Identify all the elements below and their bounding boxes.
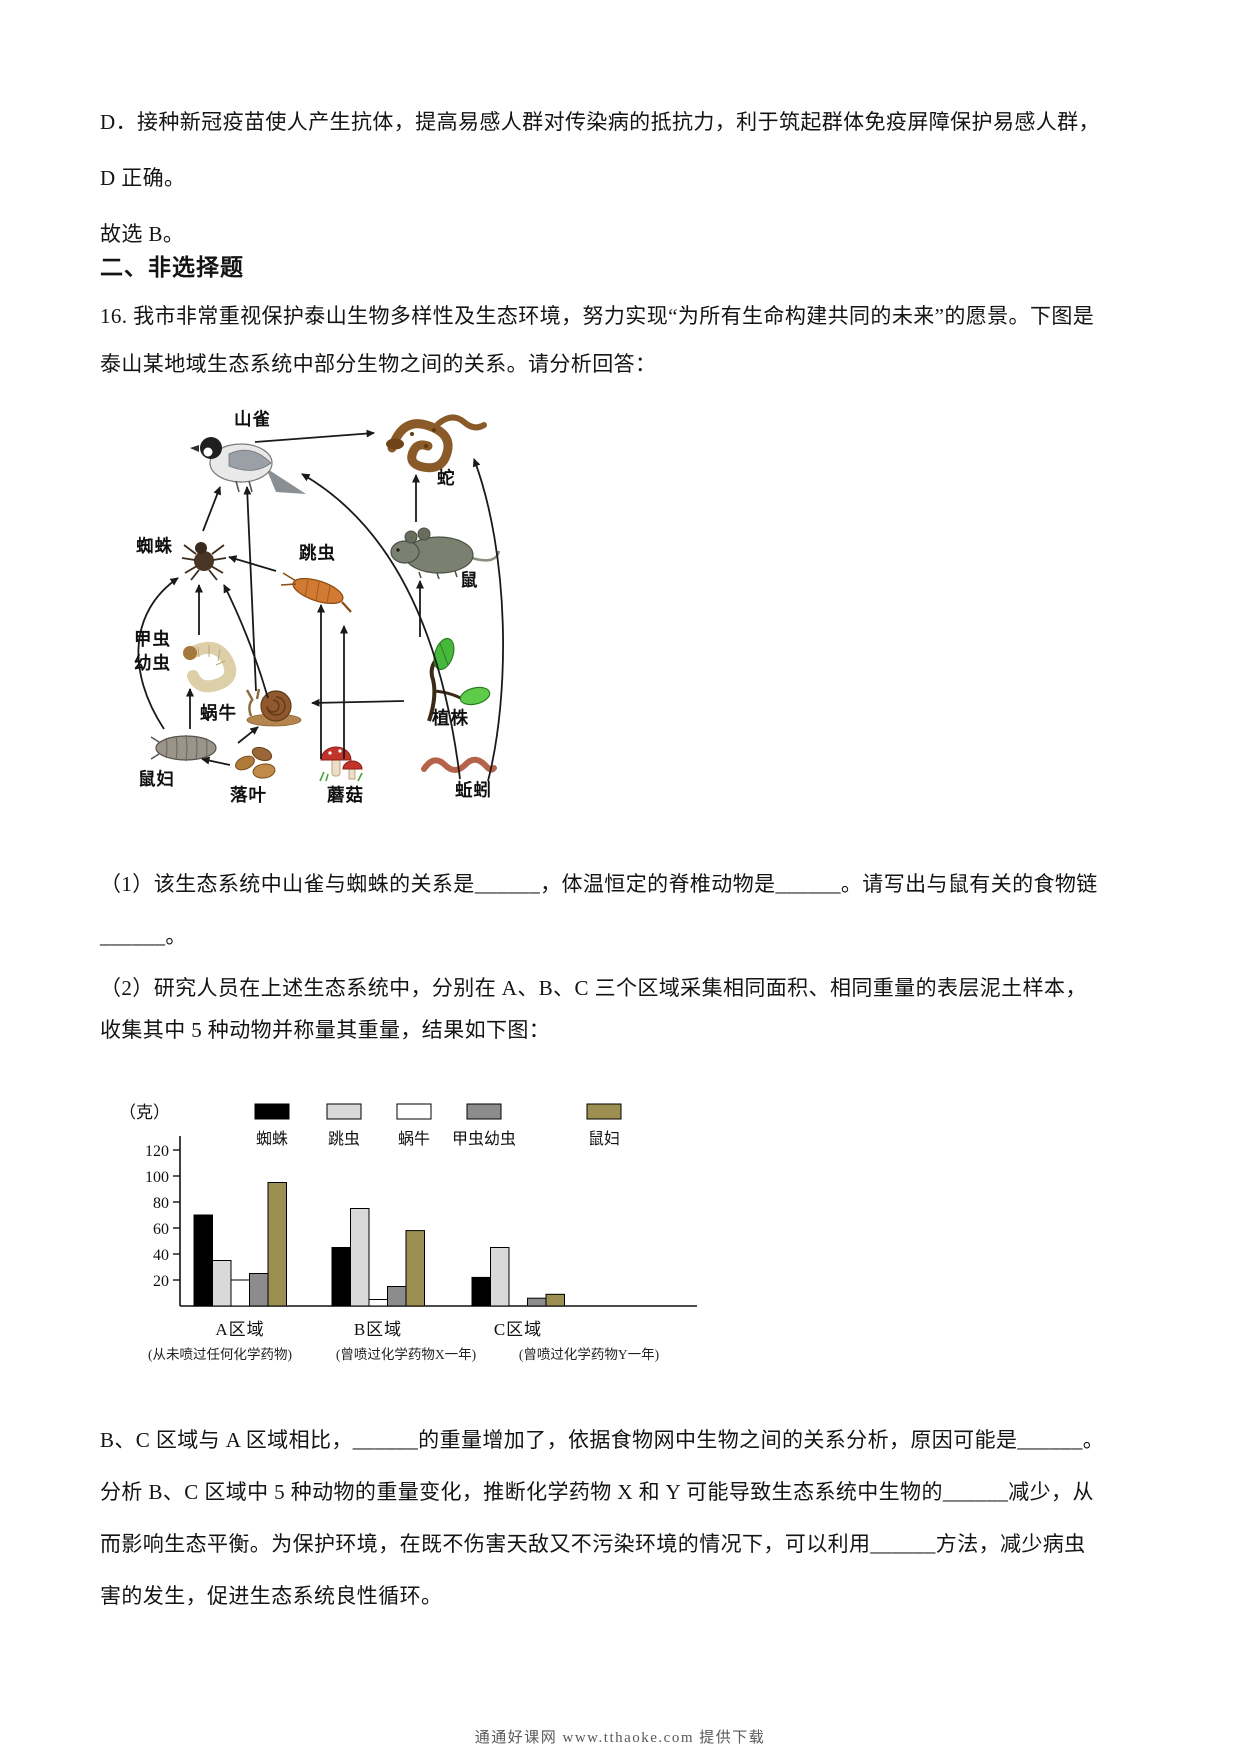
arrow-spider-to-bird: [202, 486, 222, 532]
question-1-line-1: （1）该生态系统中山雀与蜘蛛的关系是______，体温恒定的脊椎动物是_____…: [100, 872, 1098, 896]
fallen-leaves-illustration: [235, 746, 276, 779]
arrow-plant-to-snail: [311, 698, 405, 707]
bar: [387, 1286, 407, 1307]
foodweb-label-beetle-larva-1: 甲虫: [134, 629, 171, 649]
x-category-caption: (曾喷过化学药物Y一年): [519, 1347, 659, 1362]
question-2-line-6: 害的发生，促进生态系统良性循环。: [100, 1584, 443, 1608]
mushroom-illustration: [319, 746, 363, 782]
arrow-snail-to-spider: [223, 584, 269, 699]
foodweb-label-plant: 植株: [431, 708, 469, 728]
arrow-snail-to-bird: [243, 486, 257, 692]
foodweb-label-snake: 蛇: [437, 468, 456, 488]
legend-swatch: [326, 1103, 362, 1120]
foodweb-arrows: [137, 429, 504, 782]
analysis-line-option-d: D．接种新冠疫苗使人产生抗体，提高易感人群对传染病的抵抗力，利于筑起群体免疫屏障…: [100, 110, 1100, 134]
y-tick-label: 60: [153, 1221, 169, 1238]
pillbug-illustration: [150, 734, 217, 762]
analysis-line-d-correct: D 正确。: [100, 166, 186, 190]
y-tick-label: 20: [153, 1273, 169, 1290]
bar: [545, 1293, 565, 1307]
question-2-line-1: （2）研究人员在上述生态系统中，分别在 A、B、C 三个区域采集相同面积、相同重…: [100, 976, 1087, 1000]
legend-swatch: [586, 1103, 622, 1120]
analysis-line-answer: 故选 B。: [100, 222, 185, 246]
bar: [471, 1276, 491, 1307]
question-2-line-5: 而影响生态平衡。为保护环境，在既不伤害天敌又不污染环境的情况下，可以利用____…: [100, 1532, 1086, 1556]
bar: [350, 1208, 370, 1307]
foodweb-label-pillbug: 鼠妇: [138, 769, 175, 789]
bar: [249, 1273, 269, 1307]
question-2-line-4: 分析 B、C 区域中 5 种动物的重量变化，推断化学药物 X 和 Y 可能导致生…: [100, 1480, 1094, 1504]
foodweb-label-rat: 鼠: [460, 570, 479, 590]
bar: [212, 1260, 232, 1307]
question-2-line-3: B、C 区域与 A 区域相比，______的重量增加了，依据食物网中生物之间的关…: [100, 1428, 1105, 1452]
bar: [331, 1247, 351, 1307]
bar: [267, 1182, 287, 1307]
x-category-caption: (从未喷过任何化学药物): [148, 1347, 292, 1362]
x-category-caption: (曾喷过化学药物X一年): [336, 1347, 476, 1362]
y-tick-label: 80: [153, 1195, 169, 1212]
plant-illustration: [427, 637, 491, 722]
legend-label: 鼠妇: [588, 1130, 620, 1148]
question-16-intro-line-1: 16. 我市非常重视保护泰山生物多样性及生态环境，努力实现“为所有生命构建共同的…: [100, 304, 1095, 328]
y-tick-label: 100: [145, 1169, 169, 1186]
bar: [405, 1230, 425, 1307]
legend-label: 蜗牛: [398, 1130, 430, 1148]
snake-illustration: [386, 414, 487, 473]
arrow-bird-to-snake: [254, 429, 375, 443]
arrow-earthworm-to-bird: [301, 473, 461, 780]
springtail-illustration: [280, 572, 352, 613]
foodweb-label-earthworm: 蚯蚓: [455, 780, 492, 800]
bar-chart-svg: （克） 20 40 60 80 100 120 蜘蛛 跳虫 蜗牛 甲虫幼虫 鼠妇 A区域 (从未喷过任何化…: [119, 1103, 697, 1362]
arrow-springtail-to-spider: [228, 555, 277, 572]
bar: [490, 1247, 510, 1307]
y-tick-label: 120: [145, 1143, 169, 1160]
beetle-larva-illustration: [183, 641, 237, 693]
foodweb-label-mushroom: 蘑菇: [327, 785, 364, 805]
legend-swatch: [254, 1103, 290, 1120]
foodweb-label-beetle-larva-2: 幼虫: [134, 653, 171, 673]
x-category-label: A区域: [215, 1320, 264, 1339]
y-tick-label: 40: [153, 1247, 169, 1264]
bar: [368, 1299, 388, 1307]
arrow-leaves-to-snail: [237, 726, 259, 744]
spider-illustration: [181, 542, 227, 581]
legend-swatch: [466, 1103, 502, 1120]
arrow-leaves-to-pillbug: [201, 756, 231, 766]
bar: [527, 1297, 547, 1307]
foodweb-figure: 山雀 蛇 蜘蛛 跳虫 鼠 甲虫 幼虫 蜗牛 植株 鼠妇 落叶 蘑菇 蚯蚓: [108, 395, 528, 815]
arrow-pillbug-to-spider: [137, 577, 179, 730]
question-16-intro-line-2: 泰山某地域生态系统中部分生物之间的关系。请分析回答：: [100, 352, 657, 376]
x-category-label: C区域: [494, 1320, 542, 1339]
bar: [193, 1214, 213, 1307]
bar: [230, 1279, 250, 1307]
foodweb-label-bird: 山雀: [234, 409, 271, 429]
legend-label: 跳虫: [328, 1130, 360, 1148]
footer-watermark: 通通好课网 www.tthaoke.com 提供下载: [474, 1730, 766, 1746]
chart-y-axis-unit: （克）: [119, 1103, 170, 1122]
bird-illustration: [190, 437, 306, 494]
snail-illustration: [245, 688, 302, 727]
rat-illustration: [390, 527, 501, 580]
earthworm-illustration: [421, 756, 497, 773]
question-1-line-2: ______。: [100, 924, 187, 948]
foodweb-label-snail: 蜗牛: [200, 703, 237, 723]
bar-chart-figure: （克） 20 40 60 80 100 120 蜘蛛 跳虫 蜗牛 甲虫幼虫 鼠妇 A区域 (从未喷过任何化…: [105, 1088, 725, 1378]
foodweb-label-fallen-leaves: 落叶: [230, 785, 267, 805]
section-header: 二、非选择题: [100, 254, 244, 280]
foodweb-svg: 山雀 蛇 蜘蛛 跳虫 鼠 甲虫 幼虫 蜗牛 植株 鼠妇 落叶 蘑菇 蚯蚓: [134, 409, 504, 805]
legend-swatch: [396, 1103, 432, 1120]
arrow-earthworm-to-snake: [472, 458, 504, 782]
foodweb-label-springtail: 跳虫: [299, 543, 336, 563]
foodweb-label-spider: 蜘蛛: [136, 536, 173, 556]
legend-label: 蜘蛛: [256, 1130, 288, 1148]
question-2-line-2: 收集其中 5 种动物并称量其重量，结果如下图：: [100, 1018, 551, 1042]
legend-label: 甲虫幼虫: [452, 1130, 516, 1148]
x-category-label: B区域: [354, 1320, 402, 1339]
